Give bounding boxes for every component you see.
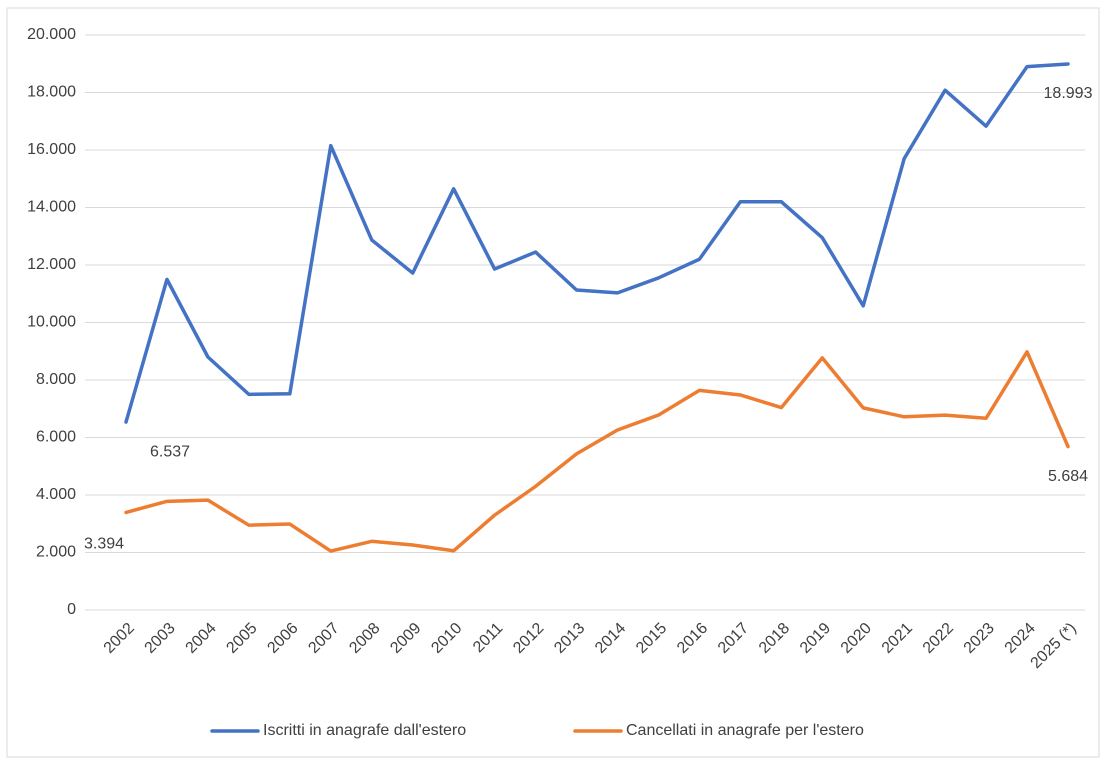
y-tick-label: 20.000 — [27, 26, 76, 43]
y-tick-label: 16.000 — [27, 141, 76, 158]
legend-label: Iscritti in anagrafe dall'estero — [263, 722, 466, 739]
y-tick-label: 10.000 — [27, 314, 76, 331]
y-tick-label: 2.000 — [36, 544, 76, 561]
y-tick-label: 14.000 — [27, 199, 76, 216]
y-tick-label: 6.000 — [36, 429, 76, 446]
y-tick-label: 8.000 — [36, 371, 76, 388]
chart-border — [6, 7, 1100, 758]
y-tick-label: 18.000 — [27, 84, 76, 101]
data-label: 5.684 — [1048, 468, 1088, 485]
y-tick-label: 12.000 — [27, 256, 76, 273]
series-line — [124, 62, 1070, 424]
y-tick-label: 4.000 — [36, 486, 76, 503]
data-label: 18.993 — [1044, 85, 1093, 102]
series-line — [124, 350, 1070, 553]
data-label: 6.537 — [150, 443, 190, 460]
y-tick-label: 0 — [67, 601, 76, 618]
legend-label: Cancellati in anagrafe per l'estero — [626, 722, 864, 739]
data-label: 3.394 — [84, 536, 124, 553]
